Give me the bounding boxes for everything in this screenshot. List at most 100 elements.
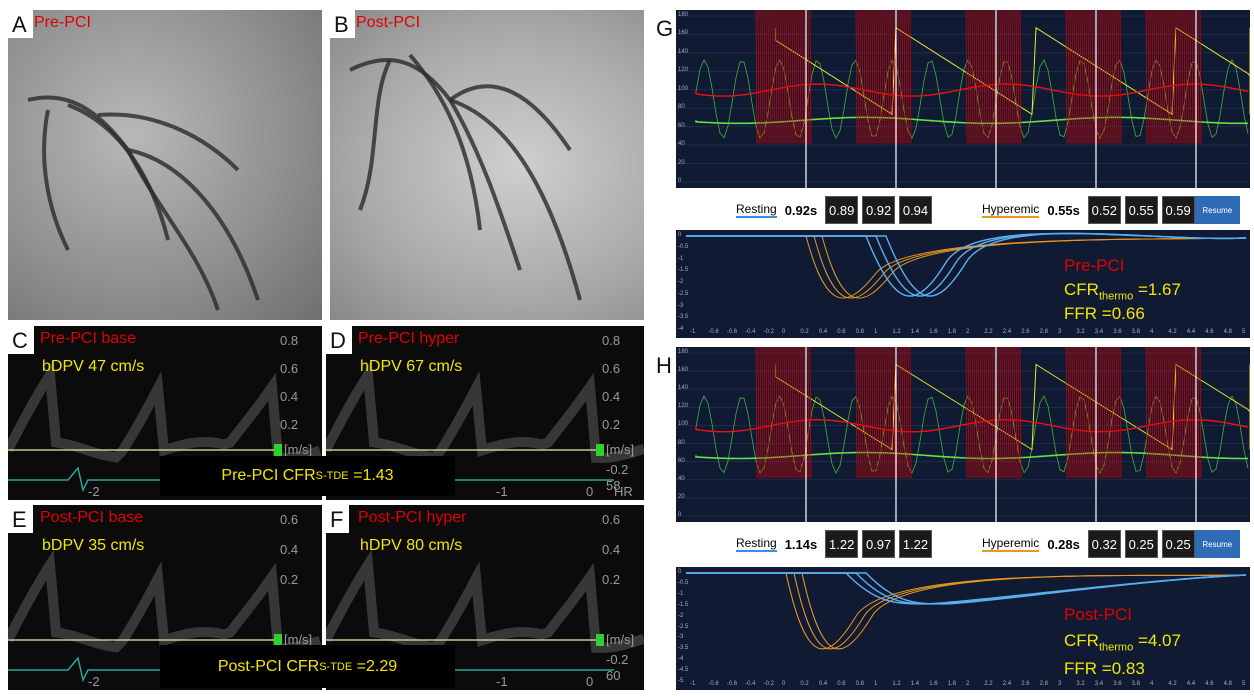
resume-button[interactable]: Resume: [1195, 530, 1240, 558]
curve-x-tick: 0.2: [800, 681, 808, 687]
curve-x-tick: 1.2: [892, 329, 900, 335]
scale-label: 0.6: [280, 361, 298, 376]
unit-label: [m/s]: [606, 632, 634, 647]
trace: [862, 10, 863, 144]
trace: [780, 347, 781, 478]
panel-caption: Pre-PCI base: [40, 330, 136, 348]
trace: [1164, 10, 1165, 144]
curve-x-tick: 0.2: [800, 329, 808, 335]
trace: [808, 347, 809, 478]
control-row: Resting0.92s0.890.920.94Hyperemic0.55s0.…: [676, 190, 1250, 230]
curve-y-tick: -4.5: [678, 667, 688, 673]
trace: [686, 573, 1246, 604]
trace: [786, 347, 787, 478]
trace: [782, 10, 783, 144]
trace: [858, 347, 859, 478]
curve-x-tick: 0: [782, 329, 785, 335]
trace: [774, 347, 775, 478]
trace: [686, 573, 1246, 604]
trace: [1066, 10, 1067, 144]
curve-x-tick: -0.8: [708, 681, 718, 687]
trace: [1150, 347, 1151, 478]
resume-button[interactable]: Resume: [1195, 196, 1240, 224]
trace: [1102, 10, 1103, 144]
trace: [776, 347, 777, 478]
trace: [780, 10, 781, 144]
image-content: [676, 10, 1250, 188]
scale-label: -0.2: [606, 462, 628, 477]
trace: [778, 10, 779, 144]
trace: [1086, 347, 1087, 478]
curve-x-tick: 2.2: [984, 329, 992, 335]
trace: [910, 347, 911, 478]
curve-x-tick: 2.2: [984, 681, 992, 687]
curve-x-tick: 0.4: [819, 329, 827, 335]
curve-y-tick: -0.5: [678, 244, 688, 250]
curve-x-tick: -0.4: [745, 681, 755, 687]
image-content: [8, 10, 322, 320]
trace: [1190, 347, 1191, 478]
trace: [1092, 10, 1093, 144]
curve-y-tick: -0.5: [678, 580, 688, 586]
ffr-label: FFR =0.66: [1064, 304, 1145, 324]
trace: [1118, 10, 1119, 144]
hyperemic-value: 0.25: [1125, 530, 1158, 558]
trace: [1072, 347, 1073, 478]
curve-x-tick: -1: [690, 329, 695, 335]
trace: [1080, 347, 1081, 478]
panel-caption: Pre-PCI hyper: [358, 330, 459, 348]
trace: [772, 347, 773, 478]
curve-x-tick: 2.4: [1003, 681, 1011, 687]
resting-value: 1.22: [899, 530, 932, 558]
resting-label: Resting: [736, 202, 777, 218]
hr-label: HR: [614, 484, 633, 499]
pressure-tick: 180: [678, 349, 688, 355]
trace: [1120, 347, 1121, 478]
state-label: Pre-PCI: [1064, 256, 1124, 276]
trace: [872, 10, 873, 144]
hyperemic-value: 0.59: [1162, 196, 1195, 224]
trace: [1102, 347, 1103, 478]
trace: [864, 10, 865, 144]
trace: [1148, 10, 1149, 144]
cfr-label: CFR: [1064, 280, 1099, 299]
trace: [894, 10, 895, 144]
trace: [860, 347, 861, 478]
trace: [860, 10, 861, 144]
pressure-tick: 80: [678, 440, 685, 446]
trace: [1112, 347, 1113, 478]
thermo-curve-plot: 0-0.5-1-1.5-2-2.5-3-3.5-4-4.5-5-1-0.8-0.…: [676, 567, 1250, 690]
curve-x-tick: 2.8: [1040, 329, 1048, 335]
trace: [1080, 10, 1081, 144]
trace: [1158, 347, 1159, 478]
curve-y-tick: -3.5: [678, 314, 688, 320]
trace: [1168, 10, 1169, 144]
trace: [1150, 10, 1151, 144]
trace: [1156, 347, 1157, 478]
trace: [1108, 347, 1109, 478]
trace: [1146, 347, 1147, 478]
trace: [886, 10, 887, 144]
cfr-subscript: thermo: [1099, 290, 1133, 302]
curve-x-tick: 0.6: [837, 681, 845, 687]
trace: [886, 347, 887, 478]
curve-x-tick: 3.2: [1076, 329, 1084, 335]
curve-x-tick: 0: [782, 681, 785, 687]
trace: [874, 347, 875, 478]
trace: [1116, 10, 1117, 144]
curve-x-tick: 3.6: [1113, 329, 1121, 335]
trace: [44, 110, 68, 250]
scale-label: 0.6: [602, 512, 620, 527]
trace: [782, 347, 783, 478]
thermo-curve-plot: 0-0.5-1-1.5-2-2.5-3-3.5-4-1-0.8-0.6-0.4-…: [676, 230, 1250, 338]
curve-x-tick: 1.6: [929, 681, 937, 687]
trace: [792, 10, 793, 144]
scale-label: -0.2: [606, 652, 628, 667]
pressure-tick: 100: [678, 86, 688, 92]
trace: [360, 60, 390, 210]
trace: [890, 347, 891, 478]
pressure-tick: 160: [678, 367, 688, 373]
trace: [1188, 347, 1189, 478]
trace: [1152, 10, 1153, 144]
